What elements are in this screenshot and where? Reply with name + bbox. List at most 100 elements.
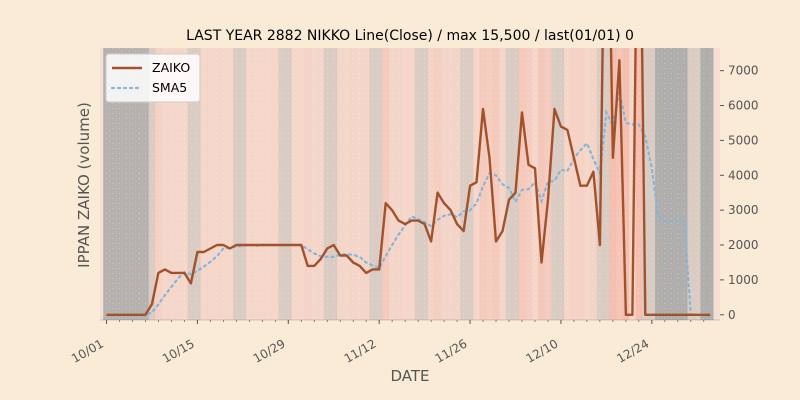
day-band bbox=[109, 48, 117, 320]
x-axis-label: DATE bbox=[390, 367, 429, 385]
day-band bbox=[148, 48, 156, 320]
day-band bbox=[564, 48, 571, 320]
y-tick-label: 0 bbox=[728, 308, 736, 322]
day-band bbox=[668, 48, 675, 320]
day-band bbox=[375, 48, 383, 320]
day-band bbox=[265, 48, 273, 320]
day-band bbox=[226, 48, 234, 320]
day-band bbox=[233, 48, 240, 320]
series-line-sma5 bbox=[105, 91, 692, 316]
day-band bbox=[129, 48, 136, 320]
day-band bbox=[707, 48, 714, 320]
day-band bbox=[142, 48, 149, 320]
day-band bbox=[395, 48, 402, 320]
day-band bbox=[336, 48, 344, 320]
day-band bbox=[414, 48, 422, 320]
y-tick-label: 7000 bbox=[728, 64, 759, 78]
day-band bbox=[382, 48, 389, 320]
day-band bbox=[291, 48, 299, 320]
day-band bbox=[122, 48, 130, 320]
day-band bbox=[239, 48, 247, 320]
day-band bbox=[155, 48, 162, 320]
day-band bbox=[298, 48, 305, 320]
day-band bbox=[207, 48, 214, 320]
day-band bbox=[330, 48, 337, 320]
day-band bbox=[161, 48, 169, 320]
day-band bbox=[252, 48, 260, 320]
day-band bbox=[116, 48, 123, 320]
day-band bbox=[421, 48, 428, 320]
series-line-zaiko bbox=[106, 48, 711, 316]
day-band bbox=[700, 48, 708, 320]
day-band bbox=[103, 48, 110, 320]
day-band bbox=[194, 48, 201, 320]
legend-label-zaiko: ZAIKO bbox=[152, 60, 190, 75]
day-band bbox=[525, 48, 532, 320]
day-band bbox=[388, 48, 396, 320]
day-band bbox=[304, 48, 311, 320]
day-band bbox=[642, 48, 649, 320]
day-band bbox=[453, 48, 461, 320]
day-band bbox=[655, 48, 662, 320]
day-band bbox=[200, 48, 208, 320]
day-band bbox=[213, 48, 221, 320]
day-band bbox=[505, 48, 513, 320]
legend-box bbox=[105, 53, 201, 103]
day-band bbox=[168, 48, 175, 320]
day-band bbox=[687, 48, 695, 320]
day-band bbox=[356, 48, 363, 320]
day-band bbox=[447, 48, 454, 320]
day-band bbox=[174, 48, 182, 320]
day-band bbox=[220, 48, 227, 320]
day-band bbox=[486, 48, 493, 320]
day-band bbox=[343, 48, 350, 320]
day-band bbox=[369, 48, 376, 320]
day-band bbox=[694, 48, 701, 320]
day-band bbox=[259, 48, 266, 320]
legend-label-sma5: SMA5 bbox=[152, 80, 187, 95]
day-band bbox=[629, 48, 636, 320]
chart-title: LAST YEAR 2882 NIKKO Line(Close) / max 1… bbox=[186, 28, 634, 44]
day-band bbox=[603, 48, 610, 320]
day-band bbox=[427, 48, 435, 320]
day-band bbox=[473, 48, 480, 320]
day-band bbox=[635, 48, 643, 320]
day-band bbox=[362, 48, 370, 320]
day-band bbox=[609, 48, 617, 320]
day-band bbox=[538, 48, 545, 320]
day-band bbox=[492, 48, 500, 320]
day-band bbox=[349, 48, 357, 320]
day-band bbox=[622, 48, 630, 320]
day-band bbox=[272, 48, 279, 320]
day-band bbox=[323, 48, 331, 320]
day-band bbox=[466, 48, 474, 320]
day-band bbox=[135, 48, 143, 320]
plot-area bbox=[100, 48, 720, 320]
day-band bbox=[310, 48, 318, 320]
day-band bbox=[401, 48, 409, 320]
day-band bbox=[278, 48, 286, 320]
legend: ZAIKO SMA5 bbox=[105, 53, 201, 103]
day-band bbox=[681, 48, 688, 320]
day-band bbox=[285, 48, 292, 320]
day-band bbox=[616, 48, 623, 320]
day-band bbox=[551, 48, 558, 320]
day-band bbox=[440, 48, 448, 320]
y-tick-label: 3000 bbox=[728, 203, 759, 217]
day-band bbox=[674, 48, 682, 320]
day-band bbox=[570, 48, 578, 320]
day-band bbox=[181, 48, 188, 320]
y-tick-label: 4000 bbox=[728, 168, 759, 182]
day-band bbox=[408, 48, 415, 320]
day-band bbox=[648, 48, 656, 320]
y-tick-label: 1000 bbox=[728, 273, 759, 287]
y-tick-label: 2000 bbox=[728, 238, 759, 252]
y-axis-label: IPPAN ZAIKO (volume) bbox=[75, 102, 93, 268]
day-band bbox=[518, 48, 526, 320]
day-band bbox=[661, 48, 669, 320]
day-band bbox=[557, 48, 565, 320]
y-tick-label: 5000 bbox=[728, 133, 759, 147]
day-band bbox=[460, 48, 467, 320]
